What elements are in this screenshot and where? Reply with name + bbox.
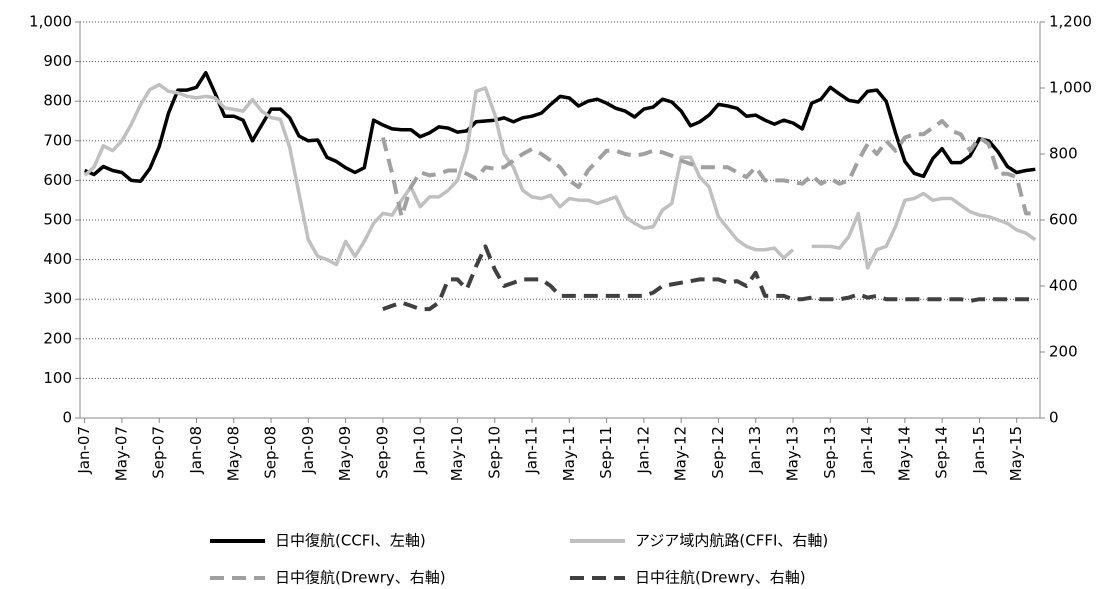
x-tick-label: Sep-07 xyxy=(150,426,168,479)
legend-label: 日中往航(Drewry、右軸) xyxy=(635,569,806,587)
x-tick-label: May-11 xyxy=(560,426,578,481)
x-tick-label: May-13 xyxy=(784,426,802,481)
y-tick-label: 0 xyxy=(62,409,72,427)
x-tick-label: Jan-08 xyxy=(187,426,205,475)
y-tick-label: 600 xyxy=(43,171,72,189)
x-tick-label: Jan-14 xyxy=(858,426,876,475)
y2-tick-label: 0 xyxy=(1049,409,1059,427)
x-tick-label: Sep-14 xyxy=(933,426,951,479)
series-line xyxy=(811,191,1037,270)
x-tick-label: May-12 xyxy=(672,426,690,481)
y2-tick-label: 200 xyxy=(1049,343,1078,361)
x-tick-label: Jan-15 xyxy=(970,426,988,475)
x-tick-label: May-10 xyxy=(448,426,466,481)
x-tick-label: May-08 xyxy=(224,426,242,481)
x-tick-label: Sep-11 xyxy=(597,426,615,479)
legend-label: 日中復航(CCFI、左軸) xyxy=(275,532,426,550)
series-line xyxy=(84,70,1036,183)
series-line xyxy=(83,82,795,267)
x-tick-label: Jan-13 xyxy=(746,426,764,475)
y2-tick-label: 800 xyxy=(1049,145,1078,163)
x-tick-label: Jan-09 xyxy=(299,426,317,475)
x-tick-label: Jan-11 xyxy=(523,426,541,475)
x-tick-label: May-07 xyxy=(112,426,130,481)
x-tick-label: May-15 xyxy=(1007,426,1025,481)
legend-label: 日中復航(Drewry、右軸) xyxy=(275,569,446,587)
x-tick-label: May-14 xyxy=(895,426,913,481)
y-tick-label: 300 xyxy=(43,290,72,308)
y2-tick-label: 400 xyxy=(1049,277,1078,295)
y-tick-label: 800 xyxy=(43,92,72,110)
x-tick-label: Jan-10 xyxy=(411,426,429,475)
y2-tick-label: 600 xyxy=(1049,211,1078,229)
x-tick-label: Jan-07 xyxy=(75,426,93,475)
x-tick-label: Sep-10 xyxy=(485,426,503,479)
series-line xyxy=(382,244,1036,312)
y2-tick-label: 1,200 xyxy=(1049,13,1092,31)
legend-label: アジア域内航路(CFFI、右軸) xyxy=(635,532,828,550)
y-tick-label: 1,000 xyxy=(29,13,72,31)
y-tick-label: 100 xyxy=(43,369,72,387)
y-tick-label: 900 xyxy=(43,52,72,70)
y-tick-label: 200 xyxy=(43,329,72,347)
x-tick-label: Jan-12 xyxy=(634,426,652,475)
y-tick-label: 700 xyxy=(43,131,72,149)
x-tick-label: Sep-12 xyxy=(709,426,727,479)
x-tick-label: Sep-09 xyxy=(373,426,391,479)
y2-tick-label: 1,000 xyxy=(1049,79,1092,97)
x-tick-label: Sep-08 xyxy=(262,426,280,479)
x-tick-label: May-09 xyxy=(336,426,354,481)
series-line xyxy=(380,119,1036,219)
x-tick-label: Sep-13 xyxy=(821,426,839,479)
y-tick-label: 500 xyxy=(43,211,72,229)
y-tick-label: 400 xyxy=(43,250,72,268)
